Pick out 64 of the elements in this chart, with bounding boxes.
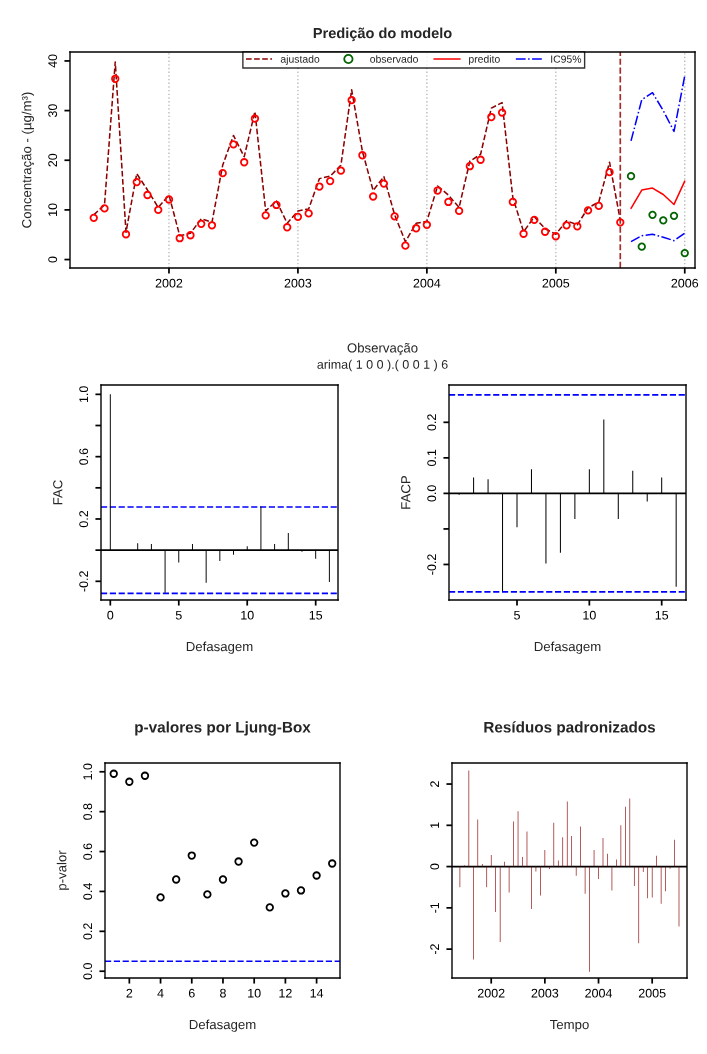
x-tick-label: 10 [583,610,596,620]
y-tick-label: 20 [48,153,58,167]
chart-title: p-valores por Ljung-Box [135,721,311,736]
y-tick-label: 0 [430,863,440,870]
y-tick-label: -2 [430,944,439,955]
y-tick-label: 0.0 [427,485,437,502]
x-axis-title: Defasagem [189,1019,256,1032]
x-tick-label: 6 [188,988,195,998]
x-tick-label: 2005 [542,278,570,288]
x-axis-title: Defasagem [186,641,253,654]
x-tick-label: 2 [126,988,133,998]
y-axis-title: FACP [401,475,411,509]
y-axis-title: FAC [53,480,63,505]
y-tick-label: 1.0 [83,763,93,780]
legend-label: observado [370,55,418,63]
y-tick-label: 0.6 [79,448,89,465]
y-tick-label: 0 [48,256,58,263]
x-tick-label: 8 [220,988,226,998]
y-axis-title: p-valor [56,850,70,890]
x-tick-label: 10 [248,988,261,998]
text: arima( 1 0 0 ).( 0 0 1 ) 6 [317,359,448,372]
x-tick-label: 15 [309,610,323,620]
x-tick-label: 2004 [585,988,613,998]
x-tick-label: 12 [279,988,292,998]
legend-label: ajustado [280,55,320,65]
x-tick-label: 5 [175,610,182,620]
x-axis-title: Tempo [550,1020,589,1032]
x-tick-label: 2005 [638,988,666,998]
y-tick-label: 1.0 [79,386,89,403]
x-tick-label: 4 [157,988,164,998]
y-tick-label: 2 [430,781,439,787]
y-tick-label: 0.6 [83,843,93,860]
x-tick-label: 15 [655,610,669,620]
y-tick-label: 0.0 [83,963,93,980]
x-tick-label: 2002 [477,988,505,998]
x-tick-label: 5 [514,610,520,620]
y-tick-label: 30 [48,104,58,118]
y-tick-label: 0.8 [83,803,93,820]
x-tick-label: 2003 [531,988,559,998]
x-axis-title: Observação [347,342,418,356]
y-tick-label: -0.2 [79,571,89,592]
x-tick-label: 2006 [671,278,699,288]
x-tick-label: 0 [107,610,114,620]
y-tick-label: 0.2 [83,923,93,940]
chart-title: Predição do modelo [313,27,452,42]
x-tick-label: 10 [241,610,254,620]
x-axis-title: Defasagem [534,641,601,654]
y-tick-label: 0.2 [79,510,89,528]
x-tick-label: 2003 [284,278,312,288]
legend-label: predito [469,55,500,65]
legend-label: IC95% [551,55,582,63]
y-tick-label: 0.2 [427,414,437,431]
x-tick-label: 14 [310,988,324,998]
y-tick-label: -0.2 [427,554,437,575]
y-tick-label: 10 [48,203,58,216]
y-tick-label: 0.1 [427,449,437,467]
y-axis-title: Concentração - (µg/m³) [21,92,35,228]
x-tick-label: 2004 [413,278,441,288]
chart-title: Resíduos padronizados [484,721,656,736]
y-tick-label: -1 [430,902,439,913]
y-tick-label: 0.4 [83,883,93,900]
x-tick-label: 2002 [155,278,183,288]
y-tick-label: 1 [430,822,439,828]
y-tick-label: 40 [48,54,58,68]
